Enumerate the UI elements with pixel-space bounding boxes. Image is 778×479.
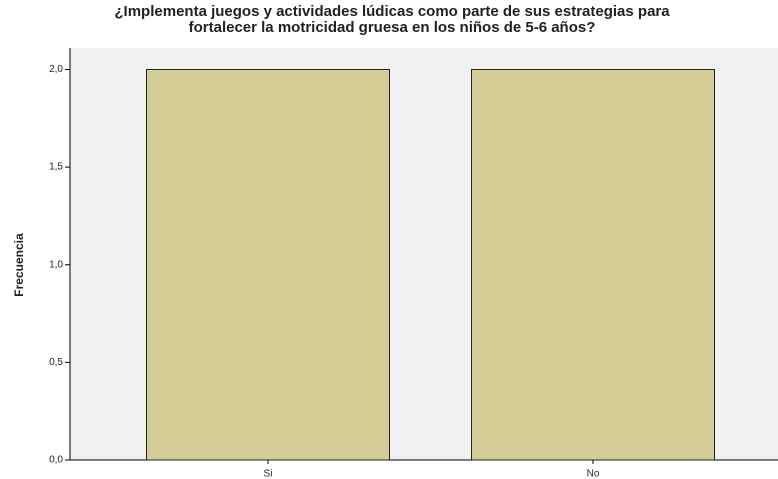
x-tick-label: No	[587, 469, 600, 479]
y-tick-label: 1,5	[49, 162, 63, 173]
chart-title: fortalecer la motricidad gruesa en los n…	[189, 19, 596, 36]
y-tick-label: 2,0	[49, 64, 63, 75]
bar	[146, 68, 390, 461]
y-tick-label: 0,0	[49, 455, 63, 466]
bar	[471, 68, 715, 461]
y-tick-label: 1,0	[49, 259, 63, 270]
y-tick-label: 0,5	[49, 357, 63, 368]
chart-title: ¿Implementa juegos y actividades lúdicas…	[114, 3, 670, 20]
x-tick-label: Si	[264, 469, 273, 479]
y-axis-label: Frecuencia	[12, 233, 26, 297]
